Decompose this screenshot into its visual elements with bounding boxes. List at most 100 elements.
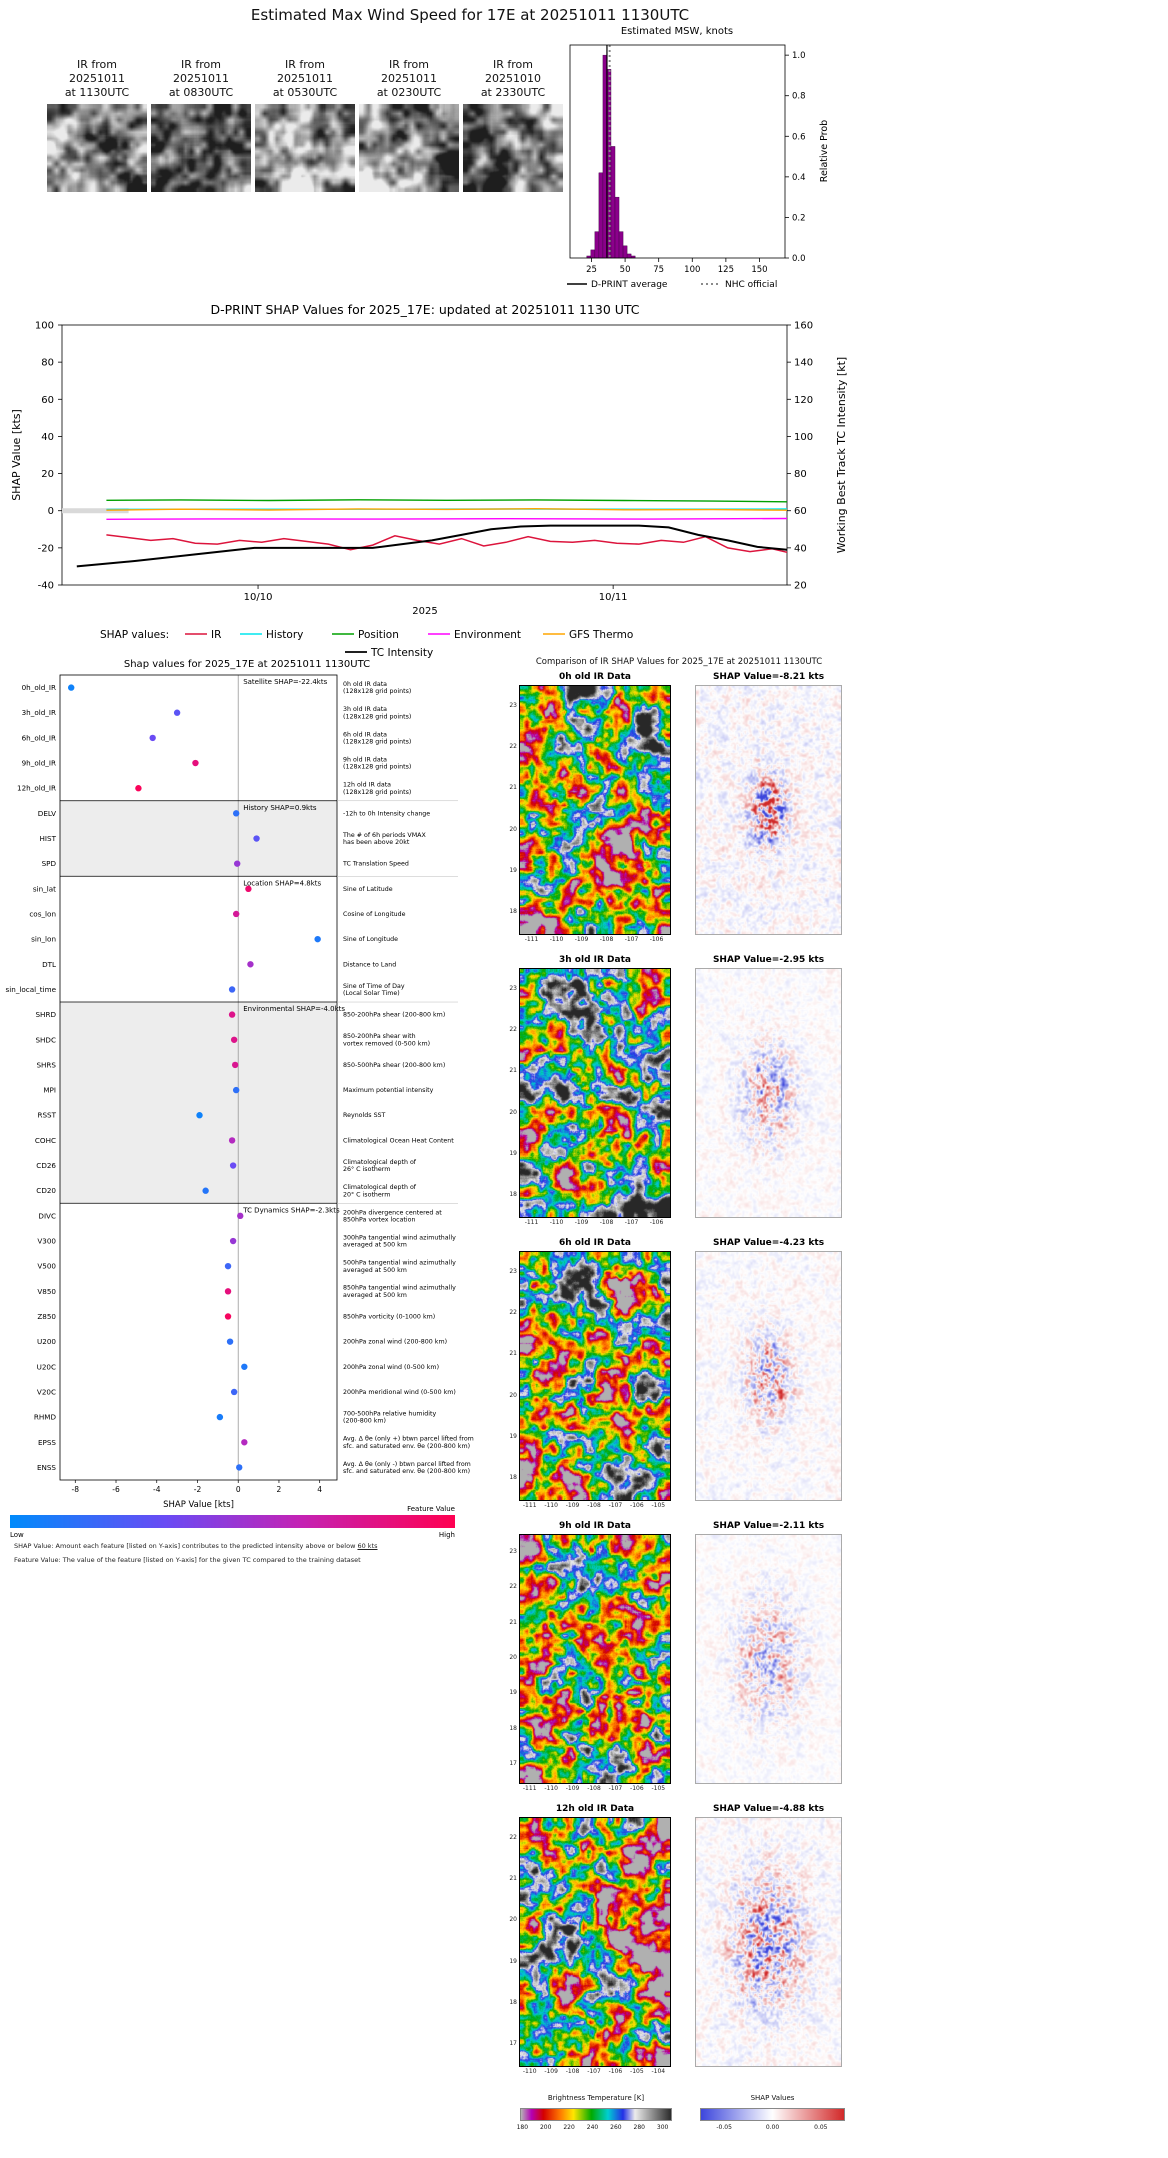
feature-name: cos_lon [29,909,56,918]
ir-thumbnails: IR from 20251011 at 1130UTC IR from 2025… [0,52,580,202]
ir-thumbnail-image [463,104,563,193]
feature-shap-dot [224,1262,232,1270]
histogram-bar [618,231,624,259]
legend-prefix: SHAP values: [100,629,169,641]
right-ylabel: Working Best Track TC Intensity [kt] [835,357,848,553]
feature-description: 300hPa tangential wind azimuthally averag… [343,1234,456,1248]
feature-name: sin_lon [31,935,56,944]
ir-thumbnail-image [359,104,459,193]
left-ytick: 0 [48,506,54,517]
feature-description: 12h old IR data (128x128 grid points) [343,782,411,796]
ir-map-canvas [519,1817,671,2067]
lat-tick-label: 20 [509,1916,517,1924]
histogram-title: Estimated MSW, knots [621,26,733,37]
feature-description: Climatological Ocean Heat Content [343,1137,454,1144]
lat-tick-label: 20 [509,1654,517,1661]
hist-legend-official: NHC official [725,280,777,290]
shap-map-title: SHAP Value=-4.88 kts [712,1804,825,1814]
ir-thumbnail-label: IR from 20251011 at 1130UTC [64,58,130,99]
lon-tick-label: -107 [624,1219,639,1226]
feature-shap-dot [247,961,254,968]
hist-ytick: 0.8 [792,92,806,102]
lon-tick-label: -107 [587,2068,601,2075]
shap-values-colorbar [700,2108,845,2121]
beeswarm-xtick: -6 [112,1485,120,1494]
feature-shap-dot [253,835,260,842]
feature-description: Sine of Time of Day (Local Solar Time) [343,983,405,997]
feature-name: sin_lat [33,884,56,893]
feature-value-high-label: High [439,1531,455,1539]
feature-name: RHMD [34,1413,57,1422]
lon-tick-label: -110 [544,1785,558,1792]
lon-tick-label: -104 [651,2068,666,2075]
lon-tick-label: -111 [522,1785,537,1792]
lon-tick-label: -105 [651,1502,666,1509]
feature-shap-dot [228,986,236,993]
lat-tick-label: 17 [509,2040,517,2048]
histogram-bar [626,253,632,259]
feature-description: 850hPa vorticity (0-1000 km) [343,1313,435,1320]
feature-description: Maximum potential intensity [343,1087,434,1094]
feature-shap-dot [149,734,156,742]
feature-description: The # of 6h periods VMAX has been above 2… [342,832,426,846]
feature-shap-dot [241,1363,248,1370]
lat-tick-label: 18 [509,908,517,916]
feature-shap-dot [229,1162,237,1169]
lat-tick-label: 23 [509,701,517,709]
beeswarm-xlabel: SHAP Value [kts] [163,1500,234,1510]
bt-colorbar-tick: 200 [539,2124,552,2131]
lat-tick-label: 19 [509,1689,517,1697]
lat-tick-label: 23 [509,984,517,992]
hist-ytick: 1.0 [792,51,806,61]
feature-shap-dot [314,935,321,943]
bt-colorbar-tick: 220 [563,2124,575,2131]
feature-name: SHDC [35,1035,56,1044]
feature-name: U200 [37,1337,56,1346]
right-ytick: 40 [794,543,807,554]
feature-shap-dot [230,1388,238,1396]
series-tc-intensity [76,524,788,568]
left-ytick: 80 [41,358,54,369]
feature-shap-dot [202,1187,209,1194]
lon-tick-label: -105 [651,1785,666,1792]
feature-description: Climatological depth of 20° C isotherm [343,1184,417,1198]
bt-colorbar-tick: 260 [610,2124,622,2131]
histogram-bar [602,54,608,259]
ir-thumbnail: IR from 20251011 at 0530UTC [254,52,356,193]
histogram-bar [614,196,620,259]
feature-shap-dot [196,1112,203,1119]
feature-name: 9h_old_IR [22,759,56,768]
legend-item-label: Position [358,629,399,641]
lat-tick-label: 18 [509,1724,517,1732]
lon-tick-label: -109 [544,2068,558,2075]
comparison-row: 9h old IR Data SHAP Value=-2.11 kts 17 18 19… [505,1521,855,1799]
feature-shap-dot [68,684,75,691]
lon-tick-label: -107 [624,936,639,943]
shap-timeseries-figure: D-PRINT SHAP Values for 2025_17E: update… [10,302,848,659]
ir-thumbnail-label: IR from 20251010 at 2330UTC [480,58,546,99]
hist-xtick: 75 [653,265,664,275]
feature-name: SHRD [36,1010,57,1019]
lon-tick-label: -108 [587,1502,601,1509]
ir-thumbnail: IR from 20251011 at 0830UTC [150,52,252,193]
hist-xtick: 100 [684,265,700,275]
left-ytick: 40 [41,432,54,443]
lon-tick-label: -107 [608,1502,623,1509]
page-title: Estimated Max Wind Speed for 17E at 2025… [250,6,690,24]
lon-tick-label: -106 [630,1502,644,1509]
feature-shap-dot [232,810,240,817]
ir-map-title: 0h old IR Data [559,672,631,682]
lon-tick-label: -109 [565,1502,580,1509]
legend-item-label: History [266,629,303,641]
histogram-frame [569,44,786,259]
shap-colorbar-tick: 0.05 [814,2124,828,2131]
feature-description: -12h to 0h Intensity change [343,810,430,817]
feature-shap-dot [230,1036,238,1043]
shap-map-title: SHAP Value=-8.21 kts [712,672,825,682]
lon-tick-label: -105 [630,2068,644,2075]
feature-name: V500 [37,1262,56,1271]
msw-histogram-figure: Estimated MSW, knots 25 50 75 100 125 150 0.0 0.… [567,26,830,290]
lon-tick-label: -111 [524,1219,539,1226]
feature-shap-dot [226,1338,234,1345]
